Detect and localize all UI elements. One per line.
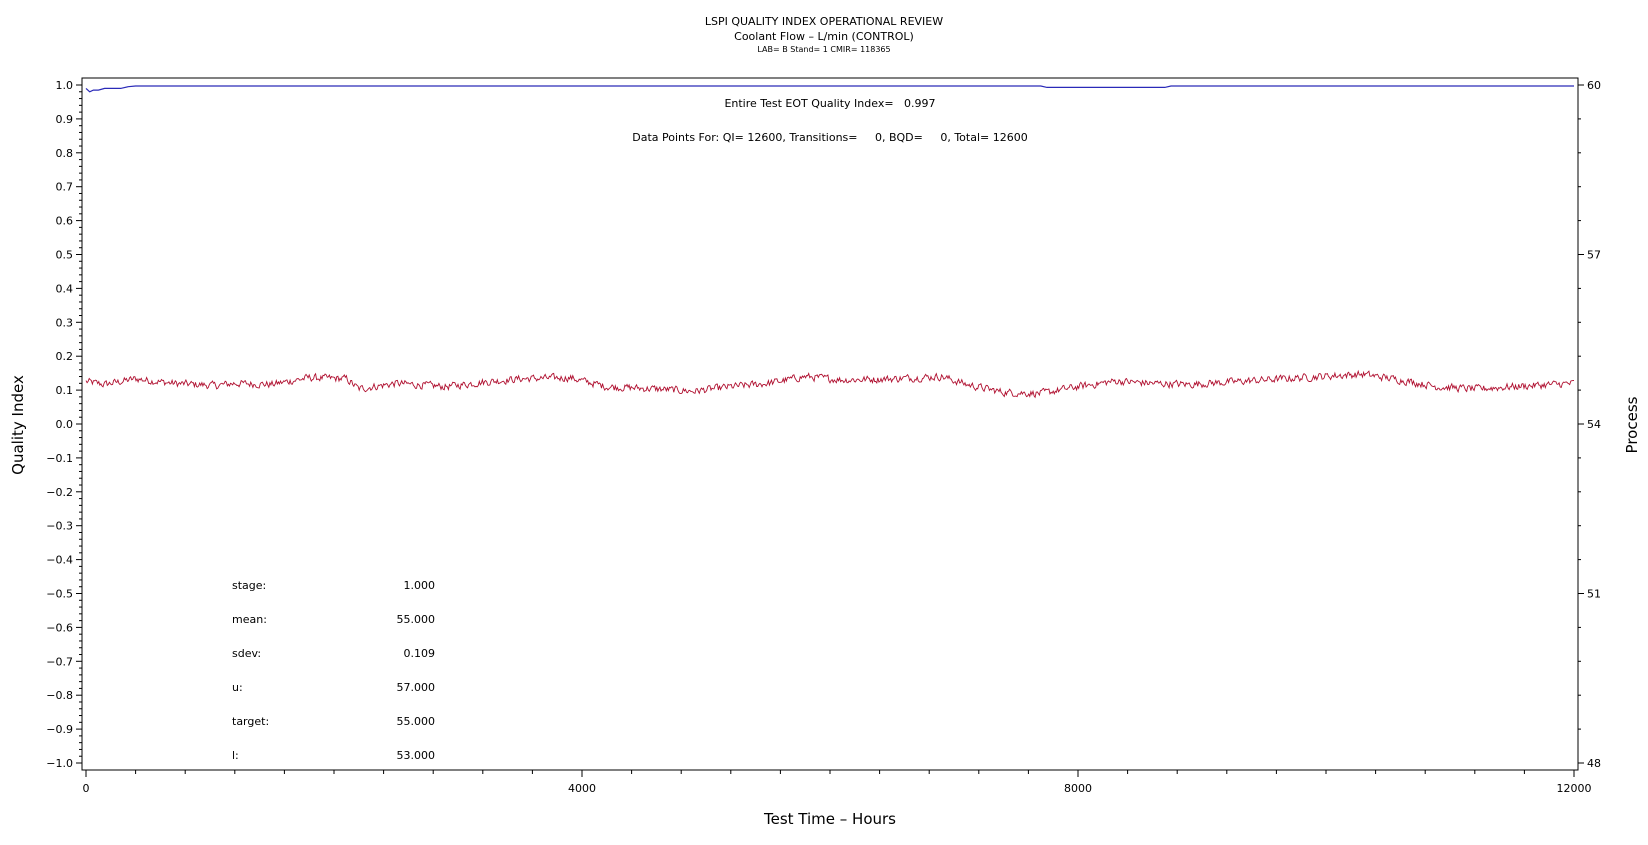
- stat-label: l:: [232, 749, 239, 762]
- stat-value: 1.000: [404, 579, 436, 592]
- x-tick-label: 12000: [1557, 782, 1592, 795]
- stat-value: 55.000: [397, 613, 436, 626]
- y-right-tick-label: 54: [1587, 418, 1601, 431]
- stat-value: 57.000: [397, 681, 436, 694]
- y-left-tick-label: −1.0: [46, 757, 73, 770]
- quality-index-series-line: [85, 85, 1574, 93]
- y-left-tick-label: 0.8: [56, 147, 74, 160]
- stat-label: mean:: [232, 613, 267, 626]
- y-left-tick-label: −0.3: [46, 520, 73, 533]
- stat-value: 0.109: [404, 647, 436, 660]
- chart-subtitle: Coolant Flow – L/min (CONTROL): [734, 30, 914, 43]
- y-left-tick-label: −0.6: [46, 621, 73, 634]
- y-left-tick-label: 0.1: [56, 384, 74, 397]
- plot-frame: [81, 77, 1579, 771]
- y-left-tick-label: −0.1: [46, 452, 73, 465]
- y-left-tick-label: 1.0: [56, 79, 74, 92]
- x-axis: 0 4000 8000 12000: [83, 770, 1592, 795]
- stat-label: u:: [232, 681, 243, 694]
- annotation-quality-index: Entire Test EOT Quality Index= 0.997: [724, 97, 935, 110]
- y-right-tick-label: 60: [1587, 79, 1601, 92]
- stat-label: sdev:: [232, 647, 261, 660]
- y-left-tick-label: 0.3: [56, 316, 74, 329]
- y-left-tick-label: −0.9: [46, 723, 73, 736]
- annotation-data-points: Data Points For: QI= 12600, Transitions=…: [632, 131, 1027, 144]
- y-left-tick-label: −0.5: [46, 588, 73, 601]
- x-tick-label: 0: [83, 782, 90, 795]
- stat-label: stage:: [232, 579, 266, 592]
- y-left-tick-label: 0.4: [56, 282, 74, 295]
- series-layer: [85, 85, 1575, 399]
- y-left-tick-label: 0.5: [56, 249, 74, 262]
- x-tick-label: 8000: [1064, 782, 1092, 795]
- stat-label: target:: [232, 715, 269, 728]
- y-left-tick-label: 0.7: [56, 181, 74, 194]
- y-left-tick-label: −0.2: [46, 486, 73, 499]
- y-axis-left: 1.0 0.9 0.8 0.7 0.6 0.5 0.4 0.3 0.2 0.1 0.0 −0.1 −0.…: [46, 79, 82, 770]
- y-axis-right: 60 57 54 51 48: [1578, 79, 1601, 770]
- y-right-tick-label: 48: [1587, 757, 1601, 770]
- stat-value: 55.000: [397, 715, 436, 728]
- y-left-tick-label: 0.9: [56, 113, 74, 126]
- chart-title: LSPI QUALITY INDEX OPERATIONAL REVIEW: [705, 15, 943, 28]
- x-axis-label: Test Time – Hours: [763, 810, 896, 828]
- y-left-tick-label: −0.7: [46, 655, 73, 668]
- chart-subtitle-2: LAB= B Stand= 1 CMIR= 118365: [757, 45, 890, 54]
- process-series-line: [85, 369, 1575, 399]
- stats-block: stage: 1.000 mean: 55.000 sdev: 0.109 u: 57.000…: [232, 579, 435, 762]
- y-left-tick-label: 0.0: [56, 418, 74, 431]
- y-left-tick-label: −0.4: [46, 554, 73, 567]
- y-left-tick-label: 0.6: [56, 215, 74, 228]
- y-right-tick-label: 57: [1587, 249, 1601, 262]
- y-left-tick-label: −0.8: [46, 689, 73, 702]
- x-tick-label: 4000: [568, 782, 596, 795]
- y-axis-right-label: Process: [1623, 396, 1641, 453]
- y-right-tick-label: 51: [1587, 588, 1601, 601]
- stat-value: 53.000: [397, 749, 436, 762]
- y-left-tick-label: 0.2: [56, 350, 74, 363]
- y-axis-left-label: Quality Index: [9, 375, 27, 475]
